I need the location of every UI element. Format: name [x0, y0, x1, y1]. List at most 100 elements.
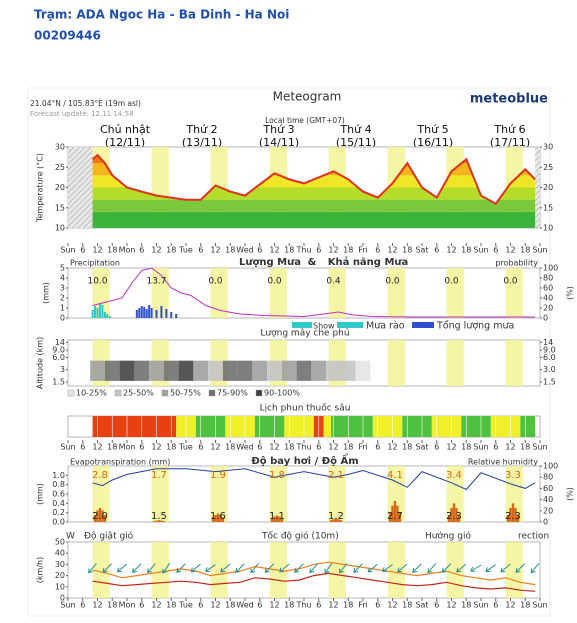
- x-tick-label: 12: [387, 443, 397, 452]
- x-tick-label: 6: [80, 601, 85, 610]
- x-tick-label: 12: [387, 246, 397, 255]
- x-tick-label: 6: [198, 443, 203, 452]
- x-tick-label: 12: [269, 601, 279, 610]
- daylight: [505, 542, 523, 598]
- legend-swatch: [412, 322, 434, 328]
- y2-tick-label: 0: [543, 314, 548, 323]
- y-tick-label: 0: [60, 594, 65, 603]
- x-tick-label: 18: [461, 246, 471, 255]
- legend-swatch: [208, 389, 216, 397]
- y2-tick-label: 14: [543, 338, 553, 347]
- evap-bar: [103, 515, 107, 522]
- evap-bar: [93, 515, 97, 522]
- axis-label: (mm): [42, 282, 51, 304]
- cloud-cell: [163, 360, 179, 381]
- daily-value: 2.7: [387, 511, 403, 522]
- x-tick-label: 6: [316, 246, 321, 255]
- evap-bar: [157, 520, 161, 522]
- legend-label: Tổng lượng mưa: [436, 321, 514, 332]
- wind-line: [92, 572, 536, 592]
- evap-bar: [211, 517, 215, 522]
- wind-arrow: [279, 563, 290, 573]
- no-data: [535, 147, 540, 228]
- axis-label: Altitude (km): [36, 337, 45, 389]
- x-tick-label: 18: [520, 443, 530, 452]
- cloud-cell: [281, 360, 297, 381]
- day-date: (16/11): [413, 136, 453, 149]
- panel-title: Độ bay hơi / Độ Ẩm: [251, 452, 358, 467]
- y-tick-label: 9.0: [52, 346, 65, 355]
- evap-bar: [511, 503, 515, 522]
- x-tick-label: Wed: [236, 443, 253, 452]
- evap-bar: [514, 508, 517, 522]
- y2-tick-label: 25: [543, 163, 553, 172]
- y2-tick-label: 30: [543, 143, 553, 152]
- legend-swatch: [337, 322, 363, 328]
- x-tick-label: Mon: [119, 601, 136, 610]
- evap-bar: [396, 505, 399, 522]
- cloud-cell: [252, 360, 268, 381]
- right-title: probability: [495, 259, 538, 268]
- wind-arrow: [381, 564, 393, 572]
- wind-arrow: [353, 563, 363, 573]
- x-tick-label: 6: [375, 443, 380, 452]
- x-tick-label: 6: [198, 601, 203, 610]
- daily-evap: 3.4: [446, 470, 462, 481]
- wind-arrow: [102, 563, 112, 573]
- daily-total: 0.0: [444, 277, 459, 287]
- y-tick-label: 6.0: [52, 353, 65, 362]
- legend-swatch: [255, 389, 263, 397]
- evap-bar: [275, 515, 279, 522]
- y-tick-label: 0: [60, 314, 65, 323]
- spray-segment: [431, 416, 462, 437]
- evap-bar: [221, 517, 225, 522]
- x-tick-label: 12: [387, 601, 397, 610]
- evap-bar: [155, 520, 158, 522]
- legend-label: Mưa rào: [366, 321, 405, 332]
- y-tick-label: 50: [55, 538, 65, 547]
- x-tick-label: 12: [446, 601, 456, 610]
- x-tick-label: Tue: [178, 601, 193, 610]
- x-tick-label: 12: [210, 601, 220, 610]
- precip-bar: [138, 308, 141, 318]
- daylight: [92, 542, 110, 598]
- evap-bar: [332, 519, 335, 522]
- day-name: Thứ 3: [262, 123, 294, 136]
- wind-arrow: [190, 563, 201, 573]
- cloud-cell: [326, 360, 341, 381]
- x-tick-label: 18: [461, 601, 471, 610]
- daily-total: 0.4: [326, 277, 341, 287]
- precip-bar: [103, 312, 106, 318]
- wind-arrow: [204, 564, 216, 572]
- x-tick-label: 12: [505, 601, 515, 610]
- x-tick-label: 18: [107, 443, 117, 452]
- daylight: [387, 340, 405, 386]
- legend-label: 75-90%: [217, 389, 248, 398]
- cloud-cell: [355, 360, 371, 381]
- evap-bar: [329, 520, 333, 522]
- wind-arrow: [324, 562, 333, 574]
- daily-total: 0.0: [208, 277, 223, 287]
- precip-bar: [150, 308, 153, 318]
- evap-bar: [391, 505, 394, 522]
- y-tick-label: 3: [60, 365, 65, 374]
- legend-swatch: [161, 389, 169, 397]
- axis-label: (%): [566, 286, 575, 300]
- wind-arrow: [176, 563, 186, 573]
- evap-bar: [452, 503, 456, 522]
- daylight: [505, 340, 523, 386]
- evap-bar: [337, 519, 340, 522]
- daylight: [328, 542, 346, 598]
- spray-segment: [490, 416, 521, 437]
- y-tick-label: 3: [60, 284, 65, 293]
- panel-title: Lượng mây che phủ: [260, 328, 349, 339]
- humidity-line: [92, 468, 536, 491]
- evap-bar: [450, 508, 453, 522]
- x-tick-label: Sun: [60, 443, 75, 452]
- y-tick-label: 30: [55, 143, 65, 152]
- y-tick-label: 5: [60, 264, 65, 273]
- evap-bar: [101, 510, 104, 522]
- x-tick-label: 6: [139, 443, 144, 452]
- x-tick-label: 12: [151, 443, 161, 452]
- cloud-cell: [104, 360, 120, 381]
